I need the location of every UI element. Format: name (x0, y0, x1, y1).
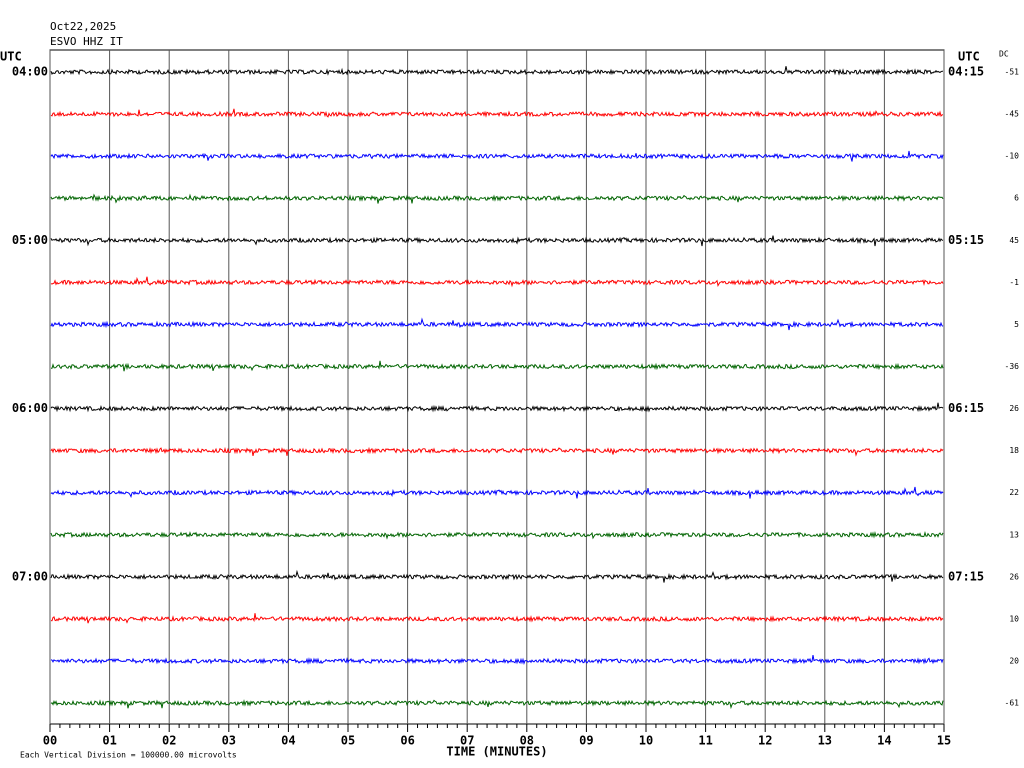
x-tick-label: 01 (102, 734, 116, 748)
x-tick-label: 15 (937, 734, 951, 748)
trace (50, 655, 944, 665)
right-time-label: 07:15 (948, 569, 984, 583)
dc-offset: 18 (1009, 446, 1019, 455)
plot-frame (49, 49, 945, 725)
x-tick-label: 05 (341, 734, 355, 748)
trace (50, 108, 944, 118)
x-tick-label: 03 (222, 734, 236, 748)
x-tick-label: 08 (520, 734, 534, 748)
x-axis-title: TIME (MINUTES) (446, 745, 547, 759)
left-title: UTC (0, 50, 22, 64)
trace (50, 613, 944, 624)
x-tick-label: 09 (579, 734, 593, 748)
left-time-label: 06:00 (12, 401, 48, 415)
station: ESVO HHZ IT (50, 35, 123, 48)
x-tick-label: 04 (281, 734, 295, 748)
x-tick-label: 06 (400, 734, 414, 748)
trace (50, 569, 944, 583)
dc-offset: 5 (1014, 320, 1019, 329)
x-tick-label: 07 (460, 734, 474, 748)
x-tick-label: 11 (698, 734, 712, 748)
trace (51, 360, 944, 372)
dc-title: DC (999, 50, 1009, 59)
dc-offset: 10 (1009, 614, 1019, 623)
trace (50, 402, 944, 413)
x-tick-label: 13 (818, 734, 832, 748)
x-tick-label: 00 (43, 734, 57, 748)
date: Oct22,2025 (50, 20, 116, 33)
dc-offset: 6 (1014, 194, 1019, 203)
dc-offset: -36 (1005, 362, 1020, 371)
trace (50, 235, 944, 247)
trace (50, 486, 944, 499)
left-time-label: 07:00 (12, 569, 48, 583)
right-time-label: 04:15 (948, 65, 984, 79)
right-time-label: 06:15 (948, 401, 984, 415)
dc-offset: -1 (1009, 278, 1019, 287)
dc-offset: 26 (1009, 404, 1019, 413)
x-tick-label: 14 (877, 734, 891, 748)
x-tick-label: 02 (162, 734, 176, 748)
trace (50, 699, 944, 710)
x-tick-label: 12 (758, 734, 772, 748)
dc-offset: 20 (1009, 656, 1019, 665)
left-time-label: 05:00 (12, 233, 48, 247)
dc-offset: -61 (1005, 699, 1020, 708)
dc-offset: 26 (1009, 572, 1019, 581)
dc-offset: -10 (1005, 152, 1020, 161)
right-title: UTC (958, 50, 980, 64)
trace (50, 530, 944, 540)
dc-offset: 45 (1009, 236, 1019, 245)
footer-note: Each Vertical Division = 100000.00 micro… (20, 751, 237, 760)
left-time-label: 04:00 (12, 65, 48, 79)
dc-offset: -45 (1005, 110, 1020, 119)
trace (50, 66, 943, 76)
dc-offset: -51 (1005, 68, 1020, 77)
trace (50, 446, 944, 457)
right-time-label: 05:15 (948, 233, 984, 247)
dc-offset: 22 (1009, 488, 1019, 497)
trace (50, 193, 944, 204)
dc-offset: 13 (1009, 530, 1019, 539)
trace (50, 317, 944, 331)
trace (50, 276, 944, 288)
x-tick-label: 10 (639, 734, 653, 748)
trace (50, 150, 944, 162)
